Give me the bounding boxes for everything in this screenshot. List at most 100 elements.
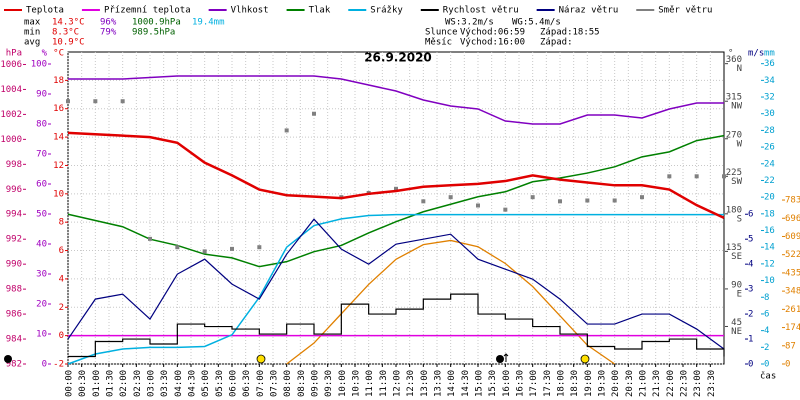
- y-tick-label: 20: [36, 300, 47, 310]
- y-tick-label: 984: [6, 335, 22, 345]
- y-tick-label: 10: [53, 189, 64, 199]
- direction-point: [394, 186, 398, 191]
- x-tick-label: 06:30: [242, 370, 252, 397]
- y-tick-label: 1004: [0, 85, 22, 95]
- y-tick-label: 0: [764, 360, 769, 370]
- y-tick-label: 14: [764, 243, 775, 253]
- y-tick-label: 90: [36, 90, 47, 100]
- x-tick-label: 21:00: [639, 370, 649, 397]
- y-tick-label: 315: [726, 93, 742, 103]
- x-tick-label: 14:30: [461, 370, 471, 397]
- y-tick-label: 10: [36, 330, 47, 340]
- axis-unit: hPa: [6, 49, 22, 59]
- direction-point: [503, 207, 508, 212]
- series-line: [68, 75, 724, 125]
- x-tick-label: 20:00: [611, 370, 621, 397]
- x-tick-label: 04:00: [174, 370, 184, 397]
- axis-unit: °C: [53, 49, 64, 59]
- x-tick-label: 15:00: [475, 370, 485, 397]
- info-text: Východ:16:00: [460, 38, 525, 48]
- y-tick-label: 4: [764, 326, 769, 336]
- y-tick-label: 6: [59, 246, 64, 256]
- direction-point: [148, 236, 152, 241]
- y-tick-label: 1: [748, 335, 753, 345]
- summary-text: 19.4mm: [192, 18, 225, 28]
- direction-label: N: [737, 64, 742, 74]
- x-tick-label: 08:30: [297, 370, 307, 397]
- y-tick-label: 12: [764, 259, 775, 269]
- direction-point: [120, 99, 125, 104]
- direction-point: [202, 249, 207, 254]
- x-tick-label: 05:30: [215, 370, 225, 397]
- legend-label: Srážky: [370, 6, 403, 16]
- direction-point: [612, 198, 617, 203]
- y-tick-label: 16: [53, 104, 64, 114]
- y-tick-label: 988: [6, 285, 22, 295]
- y-tick-label: 348: [785, 287, 800, 297]
- y-tick-label: 14: [53, 133, 64, 143]
- y-tick-label: 0: [785, 360, 790, 370]
- y-tick-label: 261: [785, 305, 800, 315]
- y-tick-label: 34: [764, 76, 775, 86]
- x-tick-label: 22:30: [680, 370, 690, 397]
- summary-text: 79%: [100, 28, 117, 38]
- y-tick-label: 1002: [0, 110, 22, 120]
- x-tick-label: 07:30: [270, 370, 280, 397]
- y-tick-label: 45: [731, 318, 742, 328]
- x-tick-label: 07:00: [256, 370, 266, 397]
- y-tick-label: 435: [785, 268, 800, 278]
- x-tick-label: 02:30: [133, 370, 143, 397]
- direction-label: W: [737, 139, 743, 149]
- y-tick-label: 783: [785, 196, 800, 206]
- direction-point: [257, 245, 262, 250]
- series-line: [68, 293, 725, 358]
- direction-point: [312, 111, 316, 116]
- y-tick-label: 986: [6, 310, 22, 320]
- direction-point: [640, 195, 644, 200]
- x-tick-label: 09:00: [311, 370, 321, 397]
- direction-point: [230, 246, 234, 251]
- x-tick-label: 11:00: [365, 370, 375, 397]
- y-tick-label: 10: [764, 276, 775, 286]
- x-tick-label: 16:30: [516, 370, 526, 397]
- y-tick-label: 360: [726, 55, 742, 65]
- sunrise-icon: [256, 354, 266, 364]
- y-tick-label: 80: [36, 120, 47, 130]
- direction-point: [530, 195, 535, 200]
- y-tick-label: 3: [748, 285, 753, 295]
- legend-label: Náraz větru: [559, 6, 619, 16]
- series-line: [67, 131, 725, 220]
- direction-point: [448, 195, 453, 200]
- summary-text: max: [24, 18, 41, 28]
- x-tick-label: 21:30: [652, 370, 662, 397]
- x-tick-label: 12:00: [393, 370, 403, 397]
- legend-label: Tlak: [309, 6, 331, 16]
- x-tick-label: 17:30: [543, 370, 553, 397]
- y-tick-label: 0: [59, 331, 64, 341]
- x-tick-label: 04:30: [188, 370, 198, 397]
- info-text: Západ:18:55: [540, 28, 600, 38]
- info-text: WG:5.4m/s: [512, 18, 561, 28]
- y-tick-label: 18: [764, 209, 775, 219]
- y-tick-label: 6: [764, 309, 769, 319]
- y-tick-label: 28: [764, 126, 775, 136]
- x-tick-label: 03:00: [147, 370, 157, 397]
- summary-text: avg: [24, 38, 40, 48]
- y-tick-label: 30: [764, 109, 775, 119]
- y-tick-label: 5: [748, 235, 753, 245]
- x-tick-label: 12:30: [406, 370, 416, 397]
- info-text: Slunce: [425, 28, 458, 38]
- y-tick-label: 270: [726, 130, 742, 140]
- direction-label: NW: [731, 102, 742, 112]
- axis-unit: °: [728, 49, 733, 59]
- x-tick-label: 18:00: [557, 370, 567, 397]
- y-tick-label: 30: [36, 270, 47, 280]
- series-line: [67, 213, 724, 365]
- legend-label: Přízemní teplota: [104, 6, 191, 16]
- y-tick-label: 40: [36, 240, 47, 250]
- y-tick-label: 1006: [0, 60, 22, 70]
- info-text: Západ:: [540, 38, 573, 48]
- y-tick-label: 990: [6, 260, 22, 270]
- summary-text: 989.5hPa: [132, 28, 175, 38]
